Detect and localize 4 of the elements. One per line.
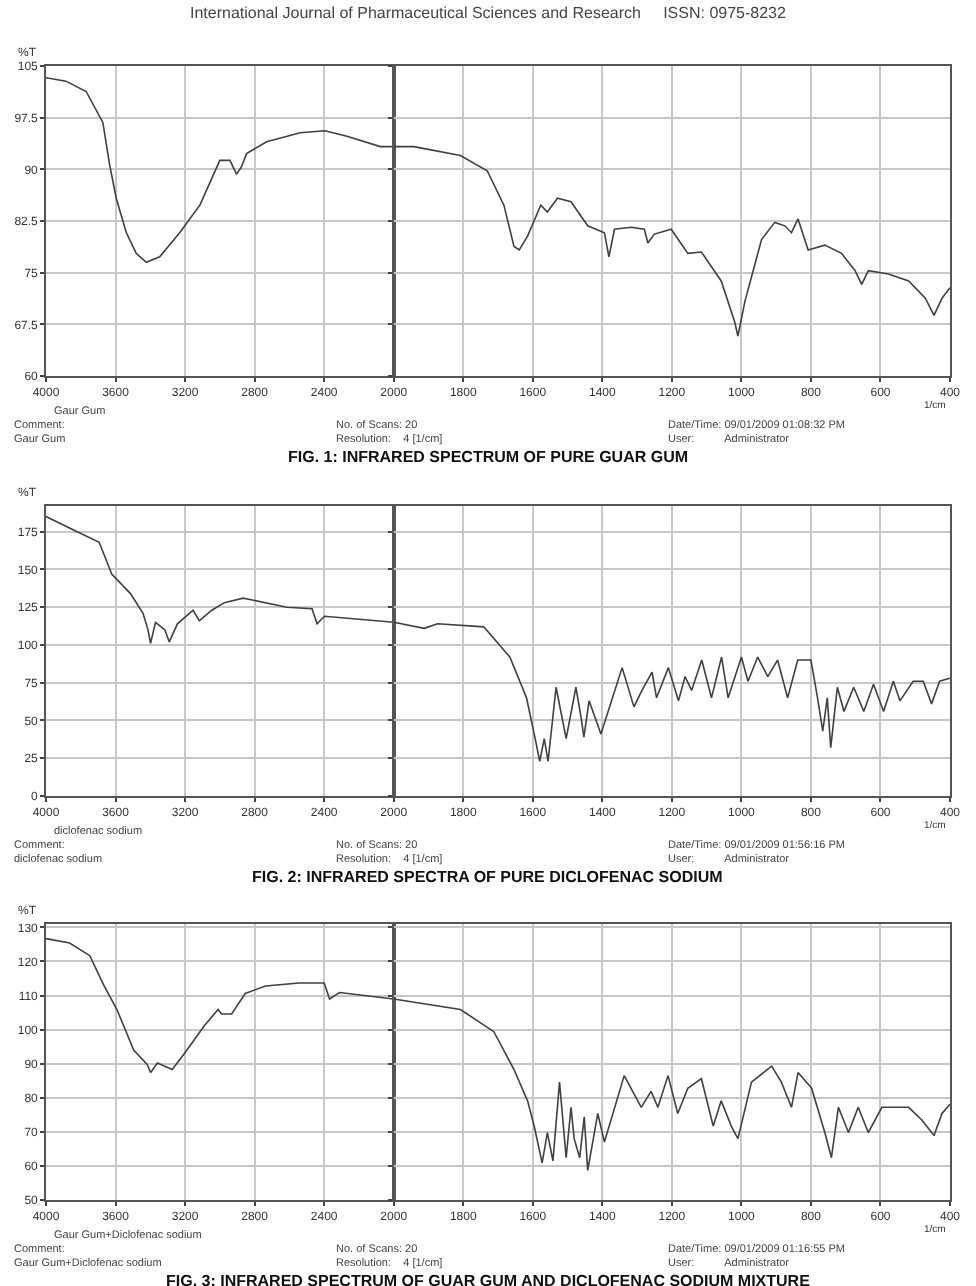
text: FIG. 2: INFRARED SPECTRA OF PURE DICLOFENAC SODIUM: [252, 868, 724, 886]
text: FIG. 1: INFRARED SPECTRUM OF PURE GUAR GUM: [288, 448, 689, 466]
text: International Journal of Pharmaceutical Sciences and Research ISSN: 0975-8232: [190, 4, 787, 22]
text: FIG. 3: INFRARED SPECTRUM OF GUAR GUM AND DICLOFENAC SODIUM MIXTURE: [166, 1272, 812, 1286]
